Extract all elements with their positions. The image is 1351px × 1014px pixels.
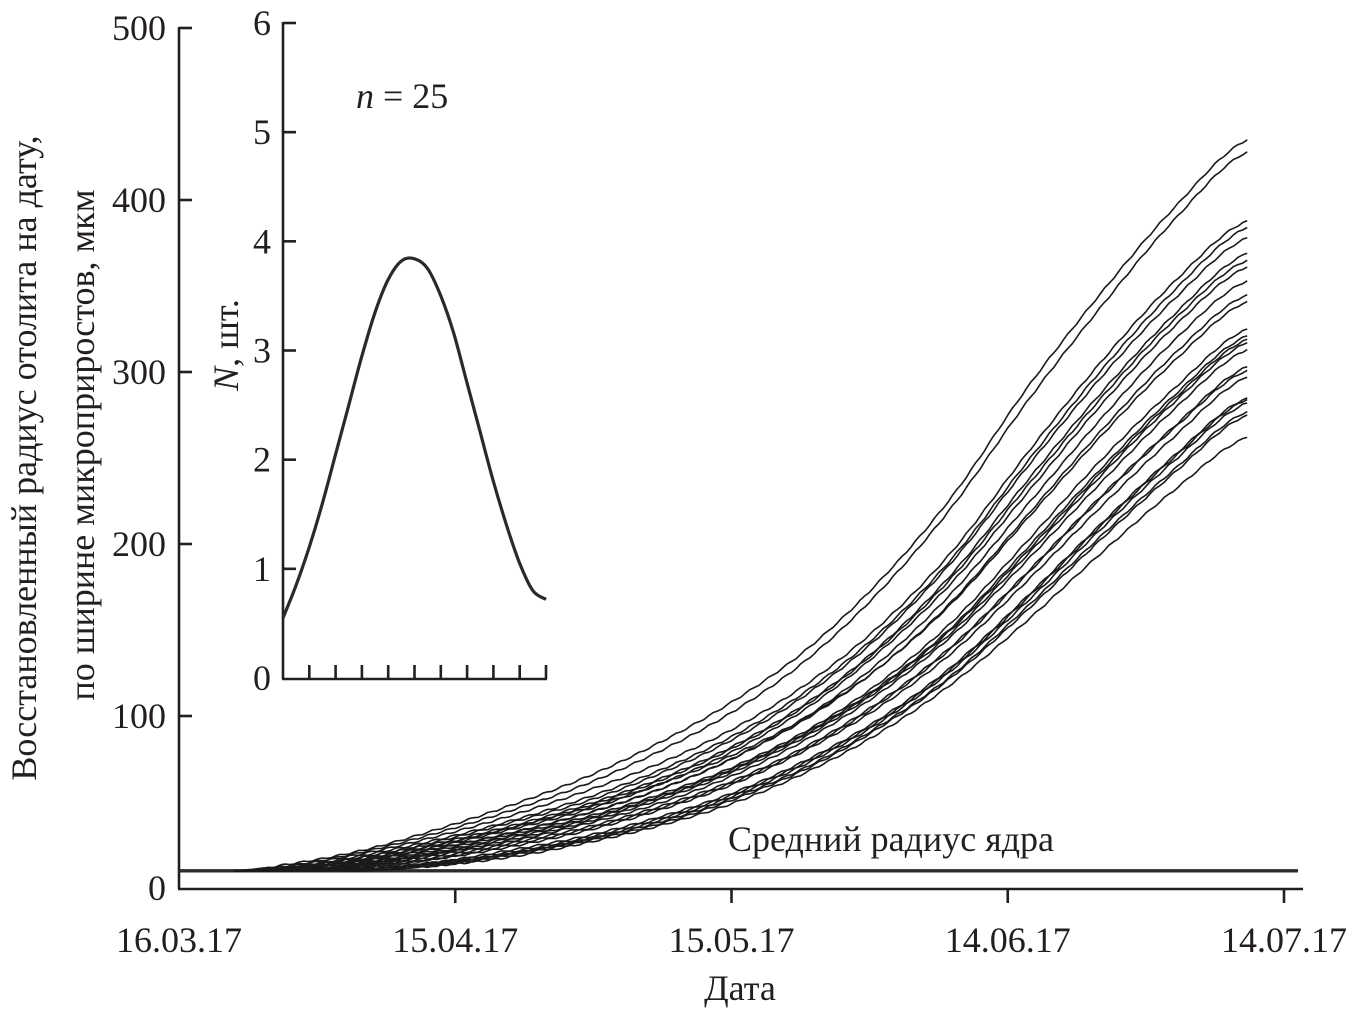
growth-curve-fish-9 bbox=[234, 328, 1248, 872]
inset-x-ticks bbox=[307, 665, 548, 679]
inset-annotation: n = 25 bbox=[356, 76, 448, 116]
inset-frequency-curve bbox=[281, 256, 547, 619]
growth-curves bbox=[234, 139, 1248, 872]
main-y-tick-label: 300 bbox=[112, 352, 166, 392]
x-axis-title: Дата bbox=[704, 968, 776, 1008]
nucleus-radius-label: Средний радиус ядра bbox=[728, 819, 1054, 859]
inset-y-axis-title-rest: , шт. bbox=[206, 299, 246, 367]
inset-y-ticks: 0 1 2 3 4 5 6 bbox=[253, 3, 296, 698]
growth-curve-fish-8 bbox=[234, 300, 1248, 872]
y-axis-title-line1: Восстановленный радиус отолита на дату, bbox=[4, 135, 44, 780]
inset-annotation-rest: = 25 bbox=[374, 76, 448, 116]
growth-curve-fish-20 bbox=[234, 338, 1248, 872]
main-x-ticks: 16.03.17 15.04.17 15.05.17 14.06.17 14.07.17 bbox=[116, 889, 1347, 960]
inset-y-tick-label: 3 bbox=[253, 331, 271, 371]
growth-curve-fish-22 bbox=[234, 376, 1248, 872]
growth-curve-fish-1 bbox=[234, 139, 1248, 872]
inset-y-axis-title-var: N bbox=[206, 365, 246, 392]
growth-curve-fish-4 bbox=[234, 237, 1248, 872]
inset-y-tick-label: 2 bbox=[253, 440, 271, 480]
growth-curve-fish-3 bbox=[234, 219, 1248, 872]
growth-curve-fish-25 bbox=[234, 414, 1248, 872]
main-x-tick-label: 15.05.17 bbox=[669, 920, 795, 960]
growth-curve-fish-5 bbox=[234, 252, 1248, 872]
growth-curve-fish-2 bbox=[234, 151, 1248, 872]
growth-curve-fish-24 bbox=[234, 410, 1248, 872]
y-axis-title-line2: по ширине микроприростов, мкм bbox=[62, 189, 102, 700]
main-x-tick-label: 14.06.17 bbox=[945, 920, 1071, 960]
main-axes bbox=[177, 27, 1303, 891]
main-y-tick-label: 100 bbox=[112, 696, 166, 736]
inset-annotation-var: n bbox=[356, 76, 374, 116]
inset-y-tick-label: 1 bbox=[253, 549, 271, 589]
inset-y-tick-label: 6 bbox=[253, 3, 271, 43]
main-y-tick-label: 400 bbox=[112, 180, 166, 220]
main-x-tick-label: 15.04.17 bbox=[392, 920, 518, 960]
inset-y-tick-label: 0 bbox=[253, 658, 271, 698]
growth-curve-fish-18 bbox=[234, 259, 1248, 872]
main-y-tick-label: 200 bbox=[112, 524, 166, 564]
inset-y-tick-label: 4 bbox=[253, 221, 271, 261]
main-y-tick-label: 500 bbox=[112, 8, 166, 48]
growth-curve-fish-17 bbox=[234, 226, 1248, 872]
main-x-tick-label: 16.03.17 bbox=[116, 920, 242, 960]
growth-curve-fish-19 bbox=[234, 293, 1248, 872]
main-y-tick-label: 0 bbox=[148, 868, 166, 908]
inset-y-tick-label: 5 bbox=[253, 112, 271, 152]
main-x-tick-label: 14.07.17 bbox=[1221, 920, 1347, 960]
main-y-ticks: 0 100 200 300 400 500 bbox=[112, 8, 192, 908]
inset-chart: 0 1 2 3 4 5 6 n = 25 N, шт. bbox=[206, 3, 548, 698]
inset-y-axis-title: N, шт. bbox=[206, 299, 246, 392]
growth-curve-fish-21 bbox=[234, 366, 1248, 872]
growth-curve-fish-10 bbox=[234, 335, 1248, 872]
